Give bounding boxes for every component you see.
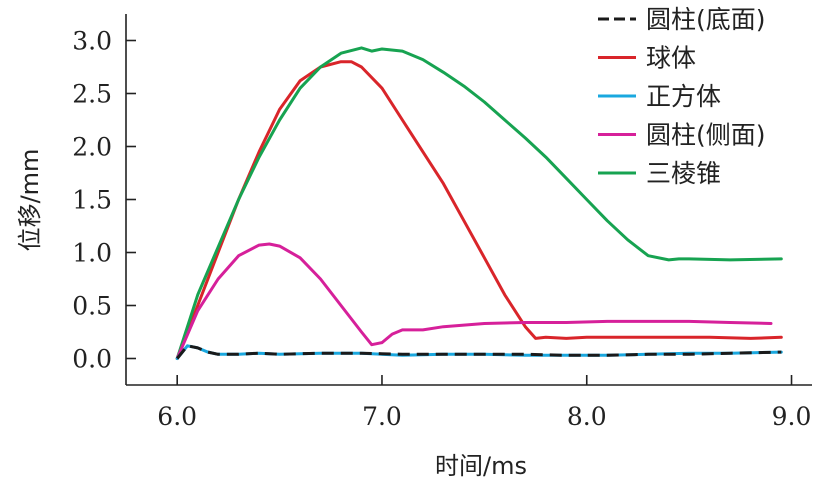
series-line-0	[176, 344, 782, 360]
legend-label-4: 三棱锥	[646, 159, 721, 188]
y-tick-label: 3.0	[72, 27, 112, 56]
legend-label-0: 圆柱(底面)	[646, 5, 766, 34]
y-tick-label: 1.0	[72, 239, 112, 268]
legend-label-3: 圆柱(侧面)	[646, 121, 766, 150]
series-line-1	[175, 60, 783, 360]
series-layer	[175, 46, 783, 360]
series-line-3	[175, 242, 773, 360]
x-tick-label: 7.0	[362, 402, 402, 431]
axes	[125, 14, 812, 386]
legend-label-1: 球体	[646, 44, 696, 73]
x-ticks: 6.0 7.0 8.0 9.0	[157, 375, 811, 431]
x-tick-label: 8.0	[567, 402, 607, 431]
x-tick-label: 9.0	[772, 402, 812, 431]
x-tick-label: 6.0	[157, 402, 197, 431]
series-line-2	[175, 344, 783, 360]
x-axis-title: 时间/ms	[435, 452, 527, 480]
legend-label-2: 正方体	[646, 82, 721, 111]
series-line-4	[175, 46, 783, 360]
y-tick-label: 2.5	[72, 80, 112, 109]
y-tick-label: 1.5	[72, 186, 112, 215]
y-tick-label: 0.0	[72, 345, 112, 374]
y-tick-label: 2.0	[72, 133, 112, 162]
y-ticks: 0.0 0.5 1.0 1.5 2.0 2.5 3.0	[72, 27, 136, 374]
y-tick-label: 0.5	[72, 292, 112, 321]
y-axis-title: 位移/mm	[16, 149, 44, 252]
